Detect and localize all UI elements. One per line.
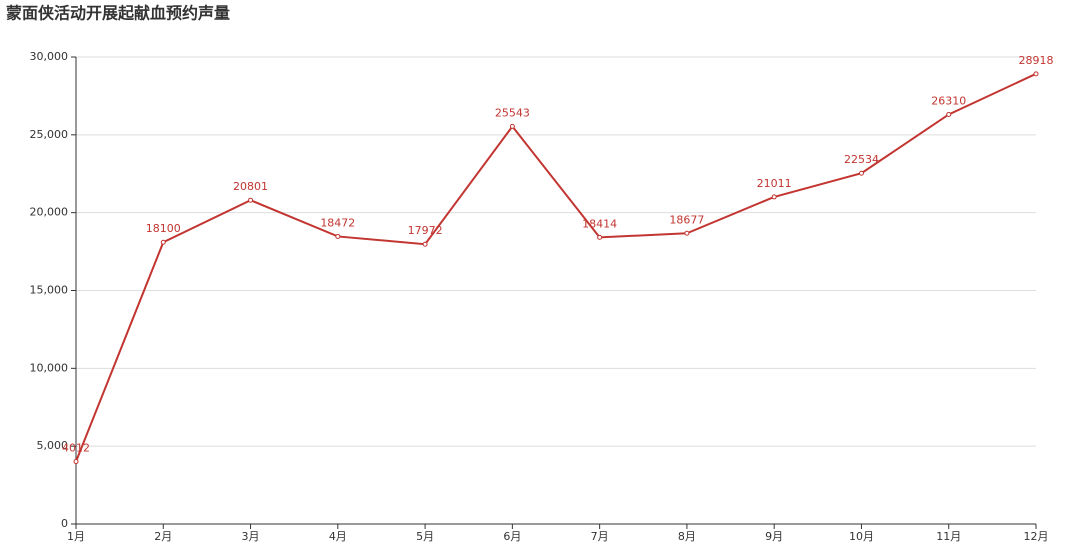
point: [509, 123, 515, 129]
chart-title: 蒙面侠活动开展起献血预约声量: [6, 4, 230, 23]
y-tick-label: 5,000: [37, 439, 69, 452]
x-tick-label: 1月: [67, 530, 85, 543]
point: [946, 111, 952, 117]
x-tick-label: 4月: [329, 530, 347, 543]
point: [684, 230, 690, 236]
data-label: 21011: [757, 177, 792, 190]
x-tick-label: 7月: [591, 530, 609, 543]
data-label: 26310: [931, 94, 966, 107]
x-tick-label: 2月: [154, 530, 172, 543]
point: [422, 241, 428, 247]
y-tick-label: 20,000: [30, 206, 69, 219]
x-tick-label: 10月: [849, 530, 874, 543]
y-tick-label: 10,000: [30, 361, 69, 374]
point: [248, 197, 254, 203]
x-tick-label: 3月: [242, 530, 260, 543]
point: [335, 233, 341, 239]
line: [75, 72, 1037, 462]
x-tick-label: 5月: [416, 530, 434, 543]
point: [771, 194, 777, 200]
point: [597, 234, 603, 240]
point: [1033, 71, 1039, 77]
data-label: 18100: [146, 222, 181, 235]
y-tick-label: 15,000: [30, 284, 69, 297]
point: [160, 239, 166, 245]
data-label: 18414: [582, 217, 617, 230]
data-label: 18677: [669, 213, 704, 226]
y-tick-label: 30,000: [30, 50, 69, 63]
x-tick-label: 8月: [678, 530, 696, 543]
data-label: 20801: [233, 180, 268, 193]
data-label: 28918: [1019, 54, 1054, 67]
x-tick-label: 9月: [765, 530, 783, 543]
x-tick-label: 12月: [1024, 530, 1049, 543]
point: [73, 459, 79, 465]
point: [858, 170, 864, 176]
data-label: 18472: [320, 216, 355, 229]
x-tick-label: 6月: [503, 530, 521, 543]
y-tick-label: 0: [61, 517, 68, 530]
data-label: 22534: [844, 153, 879, 166]
y-tick-label: 25,000: [30, 128, 69, 141]
data-label: 4012: [62, 442, 90, 455]
data-label: 17972: [408, 224, 443, 237]
x-tick-label: 11月: [936, 530, 961, 543]
data-label: 25543: [495, 106, 530, 119]
